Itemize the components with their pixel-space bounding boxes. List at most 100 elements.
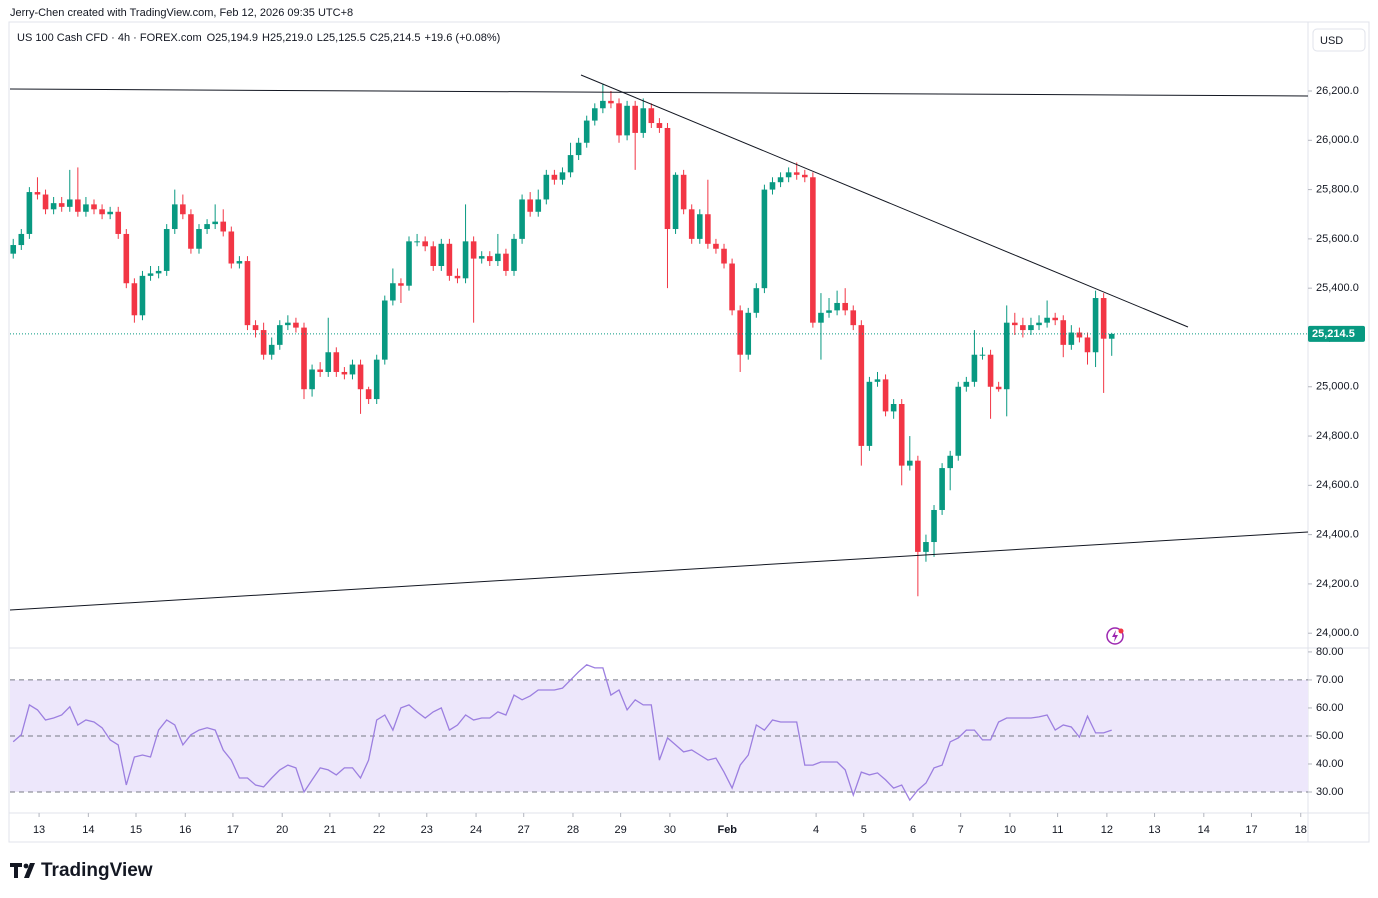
- candle-body: [357, 364, 364, 390]
- candle-body: [486, 256, 493, 262]
- x-tick-label: 14: [1198, 824, 1210, 836]
- ohlc-value: 25,194.9: [215, 32, 258, 44]
- candle-body: [955, 386, 962, 456]
- candle-body: [923, 542, 929, 552]
- candle-body: [495, 253, 501, 262]
- candle-body: [115, 211, 122, 234]
- x-tick-label: 20: [276, 824, 288, 836]
- rsi-tick-label: 80.00: [1316, 646, 1344, 658]
- candle-body: [672, 174, 679, 230]
- candle-body: [1003, 322, 1010, 390]
- candle-body: [882, 379, 889, 412]
- candle-body: [349, 364, 356, 375]
- candle-body: [107, 211, 113, 215]
- trendline: [9, 88, 1309, 97]
- candle-body: [99, 209, 105, 215]
- x-tick-label: 11: [1052, 824, 1063, 836]
- logo: [10, 863, 35, 878]
- candle-body: [236, 261, 243, 264]
- candle-body: [131, 283, 138, 316]
- candle-body: [66, 199, 73, 207]
- candle-body: [656, 123, 663, 128]
- candle-body: [26, 192, 33, 234]
- candle-body: [1068, 332, 1075, 345]
- x-tick-label: 29: [615, 824, 627, 836]
- candle-body: [10, 245, 17, 254]
- x-tick-label: 10: [1004, 824, 1016, 836]
- candle-body: [446, 243, 453, 276]
- candle-body: [430, 246, 437, 266]
- candle-body: [801, 174, 808, 178]
- currency-button[interactable]: [1312, 28, 1366, 52]
- trendline: [9, 531, 1309, 611]
- candle-body: [591, 108, 598, 121]
- y-tick-label: 25,800.0: [1316, 183, 1359, 195]
- y-tick-label: 24,400.0: [1316, 529, 1359, 541]
- candle-body: [826, 310, 832, 313]
- candle-body: [341, 371, 348, 375]
- change: +19.6 (+0.08%): [425, 32, 501, 44]
- candle-body: [139, 275, 146, 316]
- ohlc-value: 25,125.5: [323, 32, 366, 44]
- candle-body: [381, 300, 388, 360]
- y-tick-label: 25,600.0: [1316, 233, 1359, 245]
- candle-body: [729, 263, 735, 311]
- candle-body: [390, 283, 396, 301]
- y-tick-label: 26,000.0: [1316, 134, 1359, 146]
- candle-body: [632, 105, 638, 133]
- credit: Jerry-Chen created with TradingView.com,…: [10, 7, 353, 19]
- candle-body: [454, 275, 461, 279]
- candle-body: [583, 120, 590, 143]
- candle-body: [761, 189, 768, 289]
- x-tick-label: 28: [567, 824, 579, 836]
- candle-body: [600, 100, 606, 109]
- x-tick-label: 12: [1101, 824, 1113, 836]
- candle-body: [793, 172, 800, 175]
- y-tick-label: 24,000.0: [1316, 627, 1359, 639]
- candle-body: [818, 312, 824, 323]
- x-tick-label: 13: [1148, 824, 1160, 836]
- candle-body: [1092, 298, 1099, 353]
- candle-body: [898, 404, 905, 466]
- candle-body: [688, 209, 695, 239]
- candle-body: [616, 103, 622, 136]
- candle-body: [680, 174, 687, 210]
- alert-icon[interactable]: [1106, 627, 1124, 645]
- candle-body: [559, 172, 566, 180]
- candle-body: [575, 142, 582, 156]
- rsi-tick-label: 30.00: [1316, 786, 1344, 798]
- rsi-tick-label: 50.00: [1316, 730, 1344, 742]
- symbol: US 100 Cash CFD · 4h · FOREX.com: [17, 32, 202, 44]
- rsi-tick-label: 40.00: [1316, 758, 1344, 770]
- candle-body: [1060, 320, 1067, 345]
- candle-body: [422, 241, 428, 247]
- candle-body: [406, 241, 412, 286]
- candle-body: [858, 325, 865, 446]
- candle-body: [414, 241, 420, 243]
- x-tick-label: 6: [910, 824, 916, 836]
- x-tick-label: 4: [813, 824, 819, 836]
- candle-body: [50, 203, 57, 210]
- y-tick-label: 24,600.0: [1316, 479, 1359, 491]
- brand: TradingView: [41, 860, 153, 881]
- ohlc-key: O: [207, 32, 216, 44]
- candle-body: [866, 381, 873, 446]
- candle-body: [1076, 332, 1083, 338]
- candle-body: [373, 359, 380, 400]
- candle-body: [34, 192, 41, 195]
- candle-body: [398, 283, 404, 286]
- candle-body: [252, 325, 259, 331]
- candle-body: [196, 229, 202, 249]
- trendline: [580, 74, 1189, 328]
- ohlc-key: L: [317, 32, 323, 44]
- ohlc-key: H: [262, 32, 270, 44]
- candle-body: [1020, 325, 1026, 331]
- candle-body: [220, 221, 227, 232]
- x-tick-label: 23: [421, 824, 433, 836]
- candle-body: [123, 233, 130, 284]
- candle-body: [519, 199, 525, 239]
- ohlc-value: 25,219.0: [270, 32, 313, 44]
- candle-body: [963, 381, 970, 387]
- candle-body: [850, 310, 857, 326]
- x-tick-label: 27: [518, 824, 530, 836]
